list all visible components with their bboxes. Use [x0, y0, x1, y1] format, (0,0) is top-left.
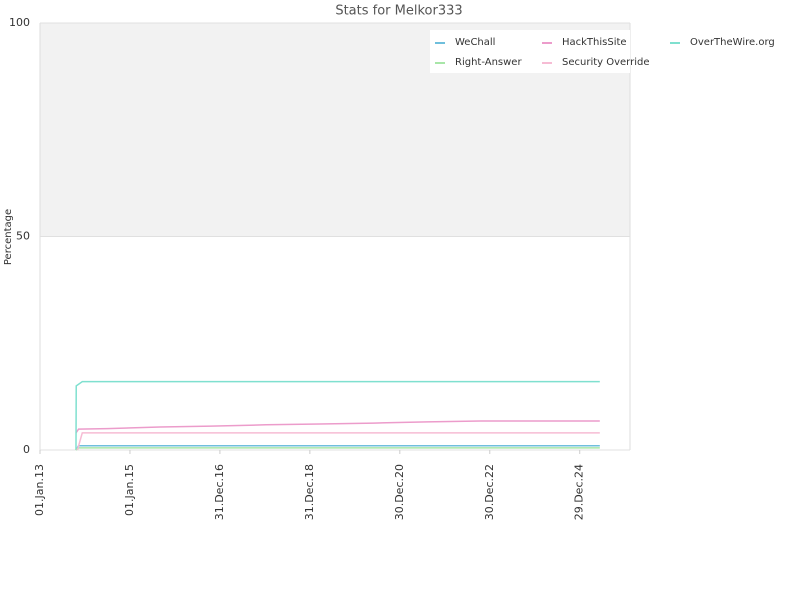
x-tick-label: 31.Dec.16 [213, 464, 226, 520]
y-tick-label: 0 [23, 443, 30, 456]
legend-label: HackThisSite [562, 37, 627, 48]
x-tick-label: 30.Dec.20 [393, 464, 406, 520]
x-tick-label: 01.Jan.15 [123, 464, 136, 516]
series-line [75, 380, 600, 451]
x-tick-label: 31.Dec.18 [303, 464, 316, 520]
x-tick-label: 29.Dec.24 [573, 464, 586, 520]
series-line [75, 420, 600, 434]
x-tick-label: 01.Jan.13 [33, 464, 46, 516]
x-tick-label: 30.Dec.22 [483, 464, 496, 520]
legend-box [430, 30, 630, 73]
legend-label: Right-Answer [455, 57, 522, 68]
y-tick-label: 100 [9, 16, 30, 29]
legend-label: WeChall [455, 37, 495, 48]
chart-title: Stats for Melkor333 [335, 4, 462, 19]
y-tick-label: 50 [16, 230, 30, 243]
series-line [76, 432, 600, 451]
y-axis-label: Percentage [3, 209, 14, 265]
legend-label: OverTheWire.org [690, 37, 775, 48]
legend-label: Security Override [562, 57, 650, 68]
